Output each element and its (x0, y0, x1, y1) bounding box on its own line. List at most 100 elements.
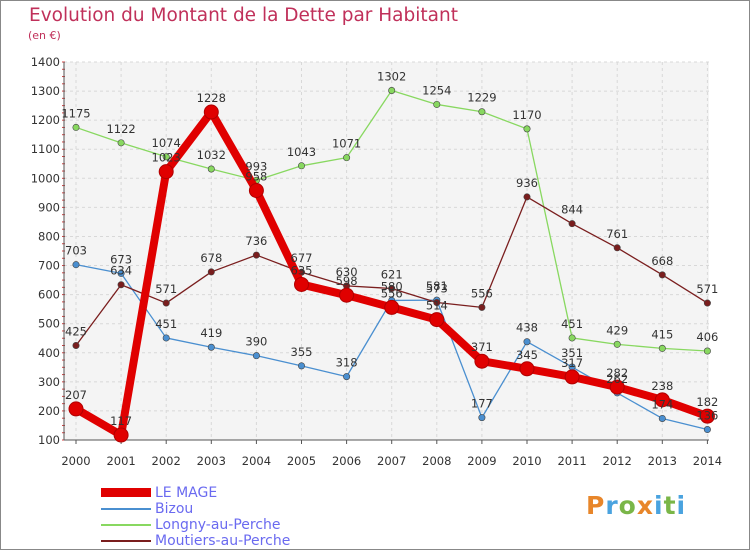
data-label-le-mage: 1023 (152, 151, 181, 165)
data-point-bizou (117, 269, 125, 277)
data-point-longny-au-perche (207, 165, 215, 173)
x-tick-label: 2004 (242, 454, 271, 468)
data-label-le-mage: 238 (651, 379, 673, 393)
x-tick-label: 2011 (557, 454, 586, 468)
y-tick-label: 700 (38, 259, 60, 273)
data-label-bizou: 262 (606, 372, 628, 386)
data-point-longny-au-perche (343, 154, 351, 162)
data-point-moutiers-au-perche (568, 220, 576, 228)
data-label-bizou: 438 (516, 321, 538, 335)
data-point-bizou (703, 426, 711, 434)
legend-swatch-bizou (101, 508, 151, 510)
legend-label-bizou: Bizou (155, 501, 194, 517)
data-label-le-mage: 1228 (197, 91, 226, 105)
data-point-le-mage (474, 353, 490, 369)
data-point-moutiers-au-perche (658, 271, 666, 279)
data-label-le-mage: 556 (381, 286, 403, 300)
proxiti-logo: Proxiti (586, 491, 686, 520)
data-label-longny-au-perche: 1074 (152, 136, 181, 150)
data-point-le-mage (158, 164, 174, 180)
data-point-longny-au-perche (162, 153, 170, 161)
data-label-moutiers-au-perche: 571 (696, 282, 718, 296)
x-tick-label: 2003 (197, 454, 226, 468)
data-point-longny-au-perche (658, 344, 666, 352)
data-label-bizou: 390 (245, 335, 267, 349)
data-label-bizou: 703 (65, 244, 87, 258)
x-tick-label: 2007 (377, 454, 406, 468)
data-point-moutiers-au-perche (162, 299, 170, 307)
y-tick-label: 1000 (31, 171, 60, 185)
y-tick-label: 300 (38, 375, 60, 389)
chart-unit: (en €) (28, 29, 61, 42)
data-point-bizou (72, 261, 80, 269)
data-label-longny-au-perche: 1229 (467, 91, 496, 105)
data-label-moutiers-au-perche: 630 (336, 265, 358, 279)
data-label-bizou: 177 (471, 397, 493, 411)
data-point-longny-au-perche (297, 162, 305, 170)
x-tick-label: 2005 (287, 454, 316, 468)
data-label-le-mage: 635 (291, 263, 313, 277)
data-point-bizou (478, 414, 486, 422)
data-point-le-mage (429, 312, 445, 328)
data-label-le-mage: 514 (426, 299, 448, 313)
data-label-bizou: 673 (110, 252, 132, 266)
data-label-le-mage: 345 (516, 348, 538, 362)
logo-letter: i (654, 491, 664, 520)
data-label-longny-au-perche: 1043 (287, 145, 316, 159)
legend-swatch-moutiers (101, 540, 151, 542)
data-label-moutiers-au-perche: 571 (155, 282, 177, 296)
data-label-longny-au-perche: 1122 (106, 122, 135, 136)
x-tick-label: 2000 (61, 454, 90, 468)
data-label-longny-au-perche: 1032 (197, 148, 226, 162)
legend-label-moutiers: Moutiers-au-Perche (155, 533, 291, 549)
data-label-moutiers-au-perche: 678 (200, 251, 222, 265)
x-tick-label: 2008 (422, 454, 451, 468)
logo-letter: i (676, 491, 687, 520)
data-point-moutiers-au-perche (703, 299, 711, 307)
series-layer (68, 86, 715, 443)
plot-area (64, 62, 709, 440)
data-point-bizou (297, 362, 305, 370)
y-tick-label: 900 (38, 200, 60, 214)
data-point-longny-au-perche (72, 123, 80, 131)
data-label-bizou: 419 (200, 326, 222, 340)
data-label-le-mage: 282 (606, 366, 628, 380)
data-label-bizou: 318 (336, 356, 358, 370)
data-label-moutiers-au-perche: 736 (245, 234, 267, 248)
data-point-longny-au-perche (117, 139, 125, 147)
x-tick-label: 2001 (106, 454, 135, 468)
data-point-moutiers-au-perche (433, 298, 441, 306)
y-tick-label: 500 (38, 317, 60, 331)
logo-letter: t (663, 491, 677, 520)
data-label-le-mage: 371 (471, 340, 493, 354)
data-label-longny-au-perche: 451 (561, 317, 583, 331)
data-label-longny-au-perche: 1302 (377, 69, 406, 83)
data-point-le-mage (609, 379, 625, 395)
y-tick-label: 100 (38, 433, 60, 447)
x-tick-label: 2002 (152, 454, 181, 468)
legend-swatch-le-mage (101, 488, 151, 497)
data-label-bizou: 174 (651, 397, 673, 411)
data-label-longny-au-perche: 1071 (332, 137, 361, 151)
data-point-bizou (343, 373, 351, 381)
data-point-le-mage (654, 392, 670, 408)
data-point-bizou (252, 352, 260, 360)
data-point-moutiers-au-perche (252, 251, 260, 259)
x-tick-label: 2014 (693, 454, 722, 468)
data-label-moutiers-au-perche: 621 (381, 268, 403, 282)
data-label-bizou: 136 (696, 409, 718, 423)
data-point-le-mage (113, 427, 129, 443)
data-point-le-mage (294, 276, 309, 292)
data-label-longny-au-perche: 429 (606, 323, 628, 337)
data-point-le-mage (68, 401, 84, 417)
data-point-le-mage (339, 287, 355, 303)
y-tick-label: 1300 (31, 84, 60, 98)
data-point-moutiers-au-perche (207, 268, 215, 276)
data-point-le-mage (248, 183, 264, 199)
data-point-bizou (658, 414, 666, 422)
x-tick-label: 2006 (332, 454, 361, 468)
data-point-moutiers-au-perche (388, 285, 396, 293)
y-tick-label: 600 (38, 288, 60, 302)
data-point-moutiers-au-perche (117, 281, 125, 289)
